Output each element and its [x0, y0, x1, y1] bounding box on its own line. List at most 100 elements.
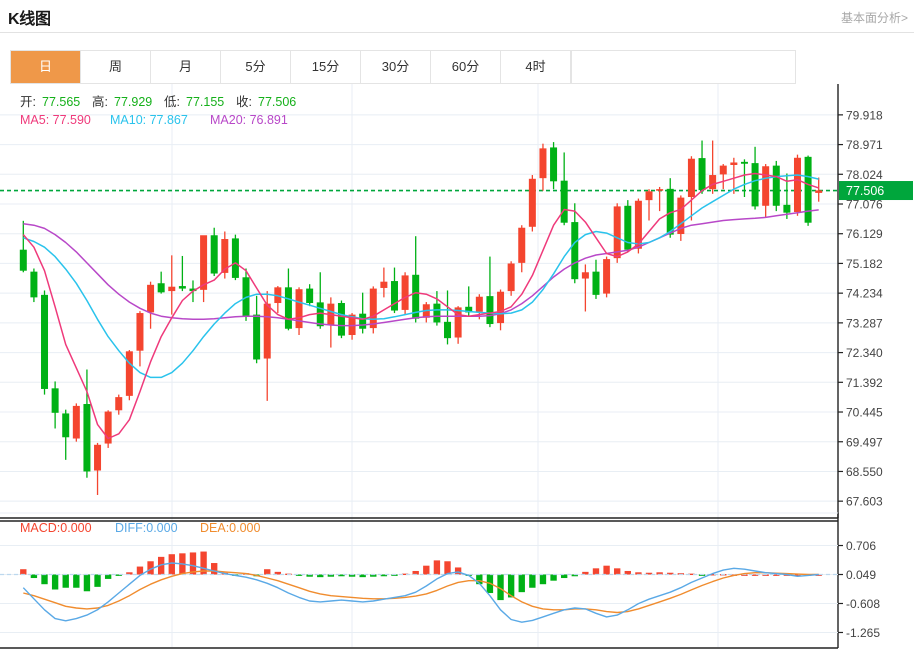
tab-2[interactable]: 月	[151, 51, 221, 83]
candle	[528, 175, 536, 232]
price-tick-label: 70.445	[846, 406, 883, 420]
candle	[507, 261, 515, 296]
macd-histogram-bar	[73, 574, 80, 588]
macd-legend: MACD:0.000	[20, 521, 92, 535]
candle	[539, 143, 547, 191]
macd-histogram-bar	[645, 572, 653, 575]
tab-5[interactable]: 30分	[361, 51, 431, 83]
tab-4[interactable]: 15分	[291, 51, 361, 83]
macd-histogram-bar	[115, 574, 122, 576]
macd-histogram-bar	[317, 574, 324, 578]
candle	[412, 236, 420, 323]
tab-3[interactable]: 5分	[221, 51, 291, 83]
ma20-line	[23, 209, 819, 327]
candle	[656, 186, 664, 212]
price-tick-label: 78.971	[846, 138, 883, 152]
macd-histogram-bar	[444, 561, 451, 575]
price-tick-label: 78.024	[846, 168, 883, 182]
candle	[740, 159, 748, 197]
macd-histogram-bar	[476, 574, 483, 585]
tab-6[interactable]: 60分	[431, 51, 501, 83]
macd-histogram-bar	[454, 567, 462, 575]
candle	[316, 272, 324, 329]
macd-histogram-bar	[136, 566, 144, 575]
ohlc-low-value: 77.155	[186, 95, 224, 109]
macd-histogram-bar	[274, 571, 282, 575]
macd-histogram-bar	[211, 563, 218, 575]
candle	[698, 140, 706, 194]
macd-histogram-bar	[677, 573, 685, 575]
macd-histogram-bar	[338, 574, 345, 577]
ohlc-close-label: 收:	[236, 95, 252, 109]
candle	[815, 177, 823, 202]
candle	[518, 225, 526, 273]
macd-histogram-bar	[168, 554, 175, 575]
tab-7[interactable]: 4时	[501, 51, 571, 83]
chart-area: 79.918 78.971 78.024 77.076 76.129 75.182 74.2…	[0, 84, 914, 650]
price-tick-label: 72.340	[846, 346, 883, 360]
candle	[687, 156, 695, 221]
candle	[168, 255, 176, 315]
macd-histogram-bar	[359, 574, 366, 578]
candlestick-chart[interactable]: 79.918 78.971 78.024 77.076 76.129 75.182 74.2…	[0, 84, 914, 650]
price-tick-label: 76.129	[846, 227, 883, 241]
ohlc-low-label: 低:	[164, 95, 180, 109]
macd-histogram-bar	[656, 572, 663, 575]
macd-histogram-bar	[571, 574, 578, 577]
macd-histogram-bar	[518, 574, 525, 593]
macd-histogram-bar	[51, 574, 59, 590]
ohlc-open-value: 77.565	[42, 95, 80, 109]
candle	[550, 142, 558, 190]
tab-1[interactable]: 周	[81, 51, 151, 83]
tabbar-filler	[571, 51, 795, 83]
price-tick-label: 67.603	[846, 495, 883, 509]
macd-histogram-bar	[582, 571, 589, 575]
candle	[19, 220, 27, 273]
ma5-line	[22, 172, 819, 440]
macd-histogram-bar	[327, 574, 335, 577]
page-header: K线图 基本面分析>	[0, 0, 914, 33]
candle	[613, 203, 621, 263]
price-tick-label: 69.497	[846, 435, 883, 449]
candle	[772, 160, 780, 212]
macd-histogram-bar	[539, 574, 547, 585]
macd-tick-label: 0.049	[846, 568, 876, 582]
tab-0[interactable]: 日	[11, 51, 81, 83]
page-title: K线图	[8, 11, 51, 28]
macd-histogram-bar	[348, 574, 356, 577]
candle	[30, 268, 38, 303]
macd-histogram-bar	[815, 574, 822, 576]
macd-histogram-bar	[264, 569, 271, 575]
dea-legend: DEA:0.000	[200, 521, 261, 535]
ma5-legend: MA5: 77.590	[20, 113, 91, 127]
price-tick-label: 74.234	[846, 287, 883, 301]
candle	[751, 146, 759, 210]
macd-histogram-bar	[614, 568, 621, 575]
candle	[147, 281, 155, 329]
ohlc-open-label: 开:	[20, 95, 36, 109]
candle	[83, 369, 91, 478]
candle	[136, 311, 144, 367]
diff-legend: DIFF:0.000	[115, 521, 178, 535]
macd-histogram-bar	[550, 574, 557, 581]
ma20-legend: MA20: 76.891	[210, 113, 288, 127]
macd-histogram-bar	[667, 572, 674, 575]
macd-histogram-bar	[41, 574, 48, 585]
candle	[730, 157, 738, 194]
candle	[719, 164, 727, 190]
candle	[433, 291, 441, 326]
macd-histogram-bar	[380, 574, 388, 577]
candle	[41, 290, 49, 395]
macd-histogram-bar	[529, 574, 536, 588]
current-price-tag	[839, 181, 913, 201]
macd-histogram-bar	[306, 574, 313, 577]
chart-background	[0, 84, 914, 650]
candle	[762, 164, 770, 218]
candle	[581, 264, 589, 312]
price-tick-label: 68.550	[846, 465, 883, 479]
macd-histogram-bar	[370, 574, 377, 577]
macd-histogram-bar	[20, 569, 27, 575]
macd-histogram-bar	[62, 574, 69, 588]
fundamental-analysis-link[interactable]: 基本面分析>	[840, 11, 908, 25]
ohlc-close-value: 77.506	[258, 95, 296, 109]
